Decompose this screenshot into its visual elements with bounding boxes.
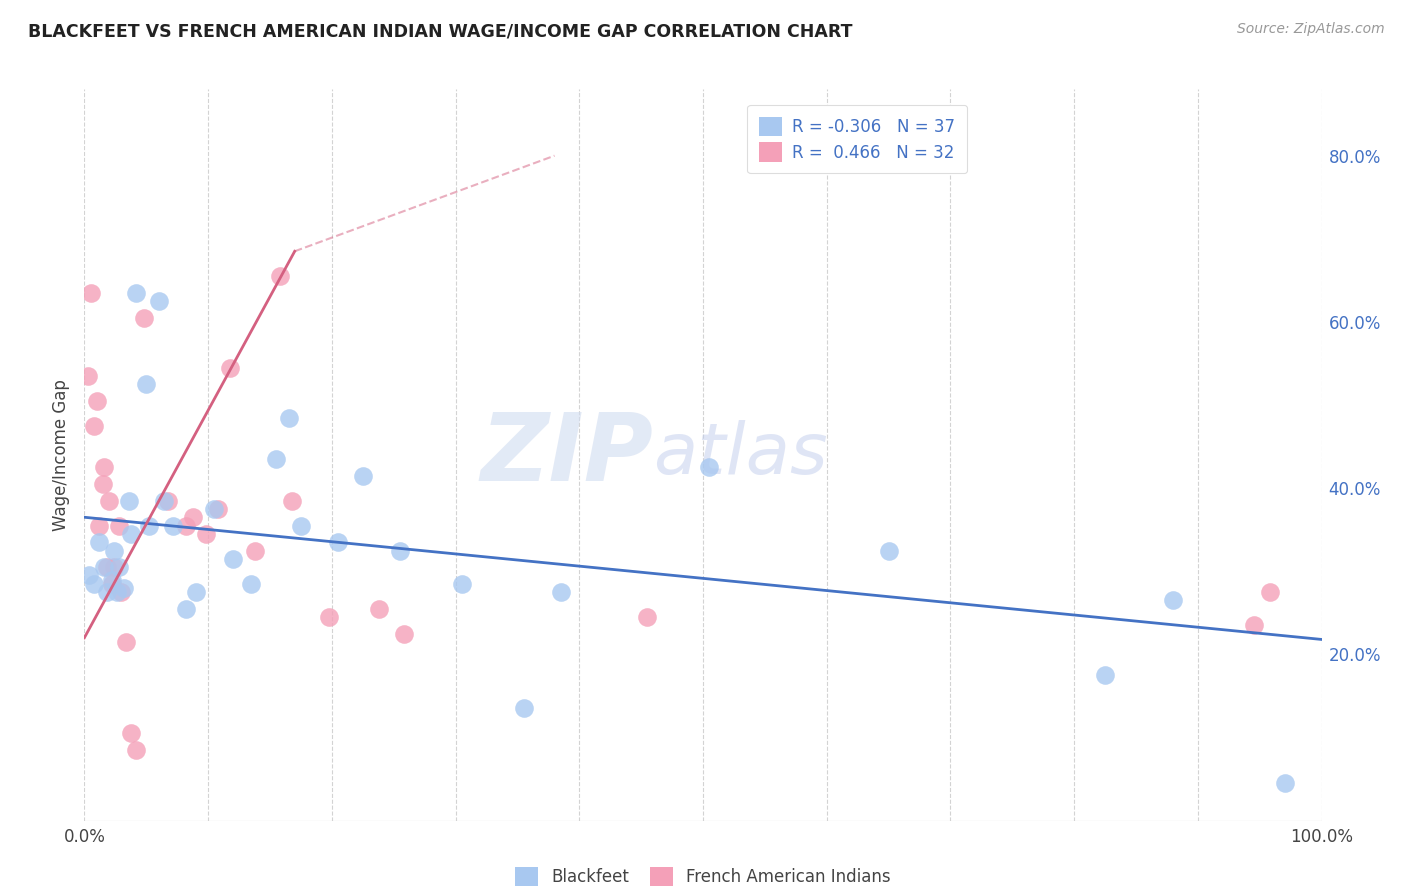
Text: atlas: atlas [654, 420, 828, 490]
Point [100, 573, 122, 587]
Point [1274, 776, 1296, 790]
Point [79, 568, 101, 582]
Point [222, 551, 245, 566]
Point [125, 743, 148, 757]
Point [194, 527, 217, 541]
Point [219, 360, 242, 375]
Point [162, 518, 184, 533]
Point [277, 410, 299, 425]
Point [174, 601, 197, 615]
Point [96, 585, 118, 599]
Point [281, 493, 304, 508]
Point [77, 368, 100, 383]
Point [115, 635, 138, 649]
Text: BLACKFEET VS FRENCH AMERICAN INDIAN WAGE/INCOME GAP CORRELATION CHART: BLACKFEET VS FRENCH AMERICAN INDIAN WAGE… [28, 22, 852, 40]
Point [367, 601, 389, 615]
Point [636, 610, 658, 624]
Point [112, 581, 135, 595]
Point [318, 610, 340, 624]
Point [118, 493, 141, 508]
Point [120, 527, 142, 541]
Point [550, 585, 572, 599]
Point [290, 518, 312, 533]
Point [392, 626, 415, 640]
Point [1243, 618, 1265, 632]
Point [110, 585, 132, 599]
Point [79, 285, 101, 300]
Point [91, 477, 114, 491]
Point [243, 543, 266, 558]
Point [157, 493, 180, 508]
Point [96, 560, 118, 574]
Point [352, 468, 374, 483]
Point [148, 294, 170, 309]
Text: ZIP: ZIP [481, 409, 654, 501]
Point [174, 518, 197, 533]
Point [181, 510, 204, 524]
Point [98, 493, 121, 508]
Text: Source: ZipAtlas.com: Source: ZipAtlas.com [1237, 22, 1385, 37]
Point [1094, 668, 1116, 682]
Point [105, 585, 128, 599]
Point [184, 585, 207, 599]
Point [207, 502, 229, 516]
Point [93, 560, 115, 574]
Point [132, 310, 155, 325]
Point [120, 726, 142, 740]
Point [1258, 585, 1281, 599]
Legend: Blackfeet, French American Indians: Blackfeet, French American Indians [505, 857, 901, 892]
Point [89, 535, 111, 549]
Point [103, 543, 125, 558]
Point [108, 560, 131, 574]
Point [135, 377, 157, 392]
Point [697, 460, 720, 475]
Point [86, 393, 108, 408]
Point [152, 493, 174, 508]
Point [103, 560, 125, 574]
Point [108, 518, 131, 533]
Point [83, 576, 105, 591]
Point [138, 518, 160, 533]
Point [125, 285, 148, 300]
Point [512, 701, 534, 715]
Point [326, 535, 349, 549]
Point [264, 452, 287, 467]
Point [388, 543, 411, 558]
Point [877, 543, 900, 558]
Point [93, 460, 115, 475]
Point [100, 576, 122, 591]
Y-axis label: Wage/Income Gap: Wage/Income Gap [52, 379, 70, 531]
Point [269, 269, 291, 284]
Point [240, 576, 263, 591]
Point [89, 518, 111, 533]
Point [450, 576, 472, 591]
Point [1161, 593, 1184, 607]
Point [202, 502, 225, 516]
Point [83, 418, 105, 433]
